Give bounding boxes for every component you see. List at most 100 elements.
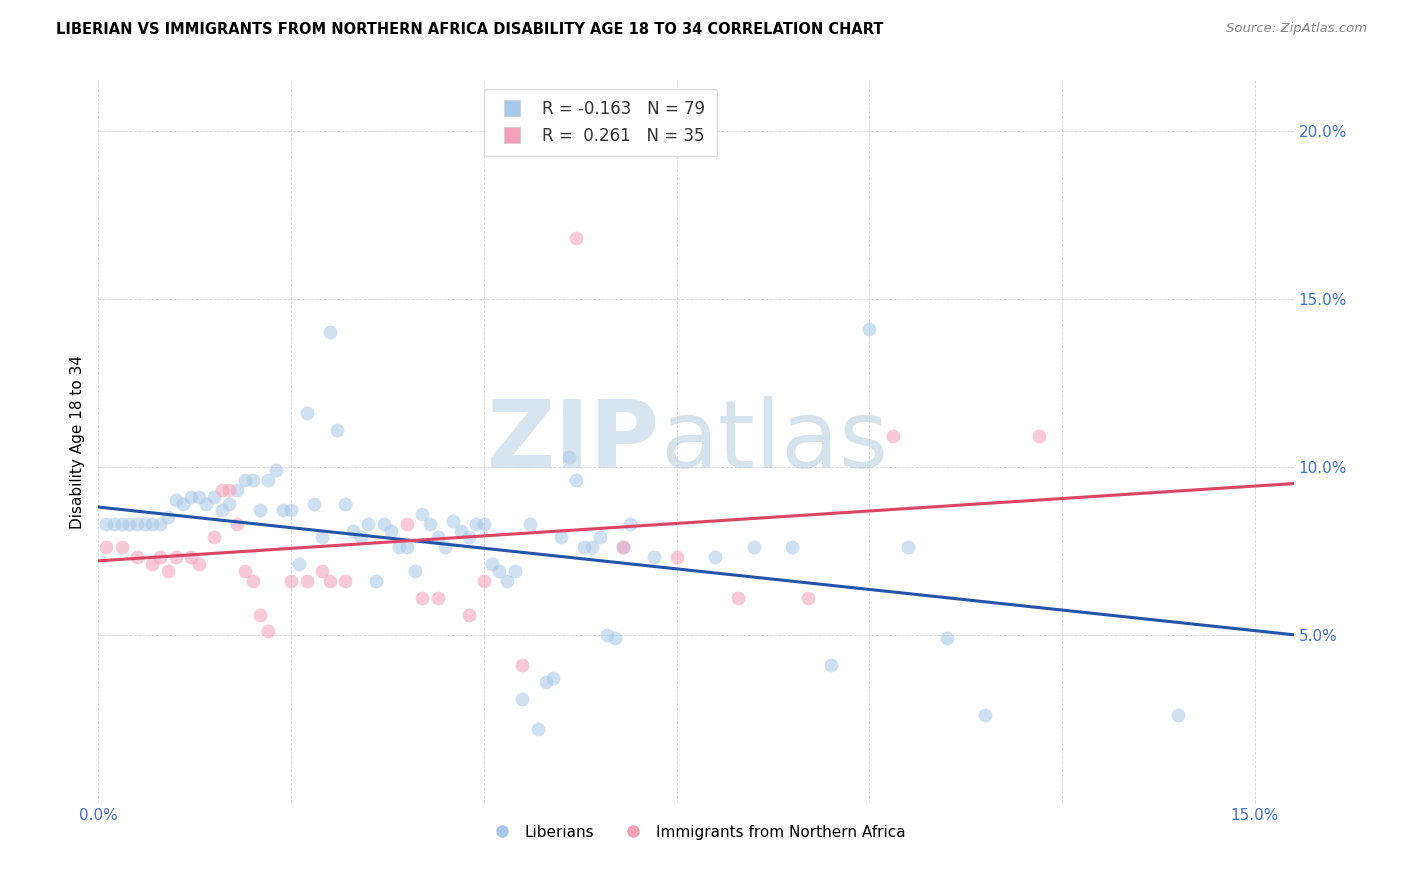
Point bbox=[512, 691, 534, 706]
Point bbox=[465, 516, 488, 531]
Point bbox=[257, 473, 280, 487]
Point bbox=[218, 483, 240, 498]
Point bbox=[426, 591, 449, 605]
Point bbox=[226, 483, 249, 498]
Point bbox=[1167, 708, 1189, 723]
Point bbox=[280, 503, 302, 517]
Point bbox=[249, 607, 271, 622]
Point bbox=[395, 541, 418, 555]
Point bbox=[643, 550, 665, 565]
Point bbox=[218, 497, 240, 511]
Point bbox=[581, 541, 603, 555]
Point bbox=[118, 516, 141, 531]
Point bbox=[612, 541, 634, 555]
Point bbox=[426, 530, 449, 544]
Point bbox=[704, 550, 727, 565]
Point bbox=[496, 574, 519, 588]
Point bbox=[134, 516, 156, 531]
Point bbox=[333, 574, 356, 588]
Point bbox=[457, 607, 479, 622]
Point bbox=[342, 524, 364, 538]
Point bbox=[125, 550, 148, 565]
Point bbox=[319, 574, 342, 588]
Y-axis label: Disability Age 18 to 34: Disability Age 18 to 34 bbox=[69, 354, 84, 529]
Point bbox=[1028, 429, 1050, 443]
Point bbox=[202, 530, 225, 544]
Point bbox=[434, 541, 457, 555]
Point bbox=[141, 516, 163, 531]
Point bbox=[612, 541, 634, 555]
Point bbox=[441, 514, 464, 528]
Point bbox=[156, 510, 179, 524]
Point bbox=[242, 473, 264, 487]
Point bbox=[858, 322, 880, 336]
Point bbox=[242, 574, 264, 588]
Point bbox=[257, 624, 280, 639]
Text: atlas: atlas bbox=[661, 395, 889, 488]
Point bbox=[565, 473, 588, 487]
Point bbox=[288, 558, 311, 572]
Point bbox=[596, 628, 619, 642]
Point bbox=[558, 450, 581, 464]
Point bbox=[411, 591, 433, 605]
Point bbox=[472, 516, 495, 531]
Point bbox=[534, 674, 557, 689]
Point bbox=[195, 497, 218, 511]
Point bbox=[249, 503, 271, 517]
Legend: Liberians, Immigrants from Northern Africa: Liberians, Immigrants from Northern Afri… bbox=[481, 819, 911, 846]
Point bbox=[349, 530, 371, 544]
Point bbox=[94, 541, 117, 555]
Point bbox=[364, 574, 387, 588]
Point bbox=[311, 530, 333, 544]
Point bbox=[165, 493, 187, 508]
Point bbox=[149, 550, 172, 565]
Point bbox=[373, 516, 395, 531]
Text: LIBERIAN VS IMMIGRANTS FROM NORTHERN AFRICA DISABILITY AGE 18 TO 34 CORRELATION : LIBERIAN VS IMMIGRANTS FROM NORTHERN AFR… bbox=[56, 22, 884, 37]
Point bbox=[304, 497, 326, 511]
Point bbox=[233, 564, 256, 578]
Point bbox=[797, 591, 820, 605]
Point bbox=[94, 516, 117, 531]
Point bbox=[380, 524, 402, 538]
Point bbox=[481, 558, 503, 572]
Text: ZIP: ZIP bbox=[488, 395, 661, 488]
Point bbox=[319, 326, 342, 340]
Point bbox=[411, 507, 433, 521]
Point bbox=[211, 503, 233, 517]
Point bbox=[165, 550, 187, 565]
Point bbox=[472, 574, 495, 588]
Point bbox=[820, 658, 842, 673]
Point bbox=[488, 564, 510, 578]
Point bbox=[619, 516, 641, 531]
Point bbox=[280, 574, 302, 588]
Point bbox=[202, 490, 225, 504]
Point bbox=[419, 516, 441, 531]
Point bbox=[172, 497, 194, 511]
Point bbox=[550, 530, 572, 544]
Point bbox=[226, 516, 249, 531]
Point bbox=[311, 564, 333, 578]
Point bbox=[782, 541, 804, 555]
Point bbox=[565, 231, 588, 245]
Point bbox=[103, 516, 125, 531]
Point bbox=[527, 722, 550, 736]
Point bbox=[512, 658, 534, 673]
Point bbox=[110, 516, 132, 531]
Point bbox=[149, 516, 172, 531]
Point bbox=[357, 516, 380, 531]
Point bbox=[519, 516, 541, 531]
Point bbox=[333, 497, 356, 511]
Point bbox=[974, 708, 997, 723]
Point bbox=[572, 541, 595, 555]
Point bbox=[742, 541, 765, 555]
Point bbox=[503, 564, 526, 578]
Point bbox=[326, 423, 349, 437]
Point bbox=[295, 406, 318, 420]
Point bbox=[665, 550, 688, 565]
Point bbox=[273, 503, 295, 517]
Point bbox=[457, 530, 479, 544]
Point bbox=[588, 530, 610, 544]
Point bbox=[187, 490, 209, 504]
Point bbox=[882, 429, 904, 443]
Point bbox=[141, 558, 163, 572]
